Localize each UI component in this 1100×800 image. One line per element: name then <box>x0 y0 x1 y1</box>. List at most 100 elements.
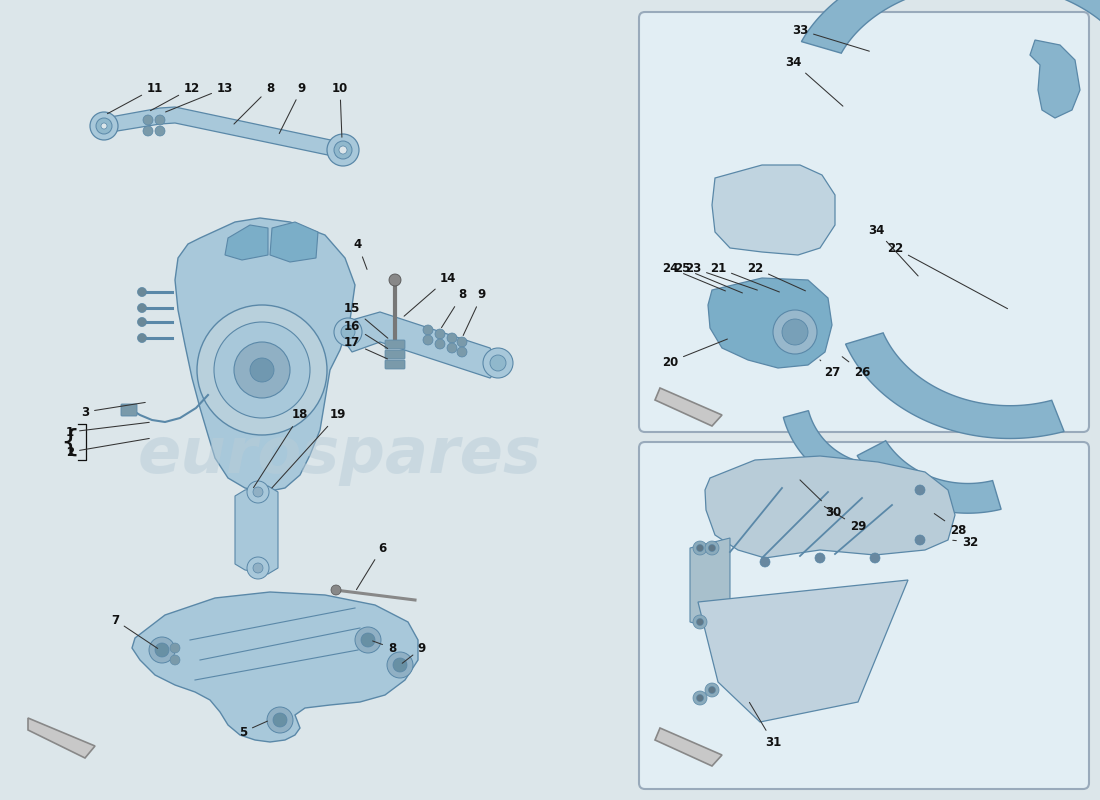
Circle shape <box>870 553 880 563</box>
Text: 30: 30 <box>800 480 842 518</box>
Text: 16: 16 <box>344 319 387 349</box>
Circle shape <box>234 342 290 398</box>
Text: 21: 21 <box>710 262 780 292</box>
Text: 9: 9 <box>463 289 486 335</box>
Text: 22: 22 <box>887 242 1008 309</box>
Text: 18: 18 <box>253 409 308 488</box>
Circle shape <box>389 274 402 286</box>
Circle shape <box>483 348 513 378</box>
Circle shape <box>170 655 180 665</box>
Circle shape <box>705 683 719 697</box>
Text: 22: 22 <box>747 262 805 291</box>
FancyBboxPatch shape <box>385 350 405 359</box>
Text: 12: 12 <box>151 82 200 110</box>
Polygon shape <box>270 222 318 262</box>
Circle shape <box>424 335 433 345</box>
Circle shape <box>90 112 118 140</box>
Circle shape <box>915 485 925 495</box>
Polygon shape <box>690 538 820 633</box>
Circle shape <box>248 481 270 503</box>
Text: 24: 24 <box>662 262 725 291</box>
Text: 23: 23 <box>685 262 758 290</box>
Text: 9: 9 <box>403 642 426 663</box>
Text: 9: 9 <box>279 82 306 134</box>
Circle shape <box>708 545 715 551</box>
Circle shape <box>815 553 825 563</box>
Text: {: { <box>60 427 79 457</box>
Text: 25: 25 <box>674 262 742 293</box>
Text: 15: 15 <box>344 302 388 338</box>
Circle shape <box>214 322 310 418</box>
Circle shape <box>424 325 433 335</box>
Circle shape <box>696 618 704 626</box>
Polygon shape <box>235 486 278 574</box>
Circle shape <box>138 318 146 326</box>
Circle shape <box>155 643 169 657</box>
Text: 20: 20 <box>662 339 727 369</box>
Text: 6: 6 <box>356 542 386 590</box>
Circle shape <box>253 563 263 573</box>
Text: 5: 5 <box>239 721 267 738</box>
Polygon shape <box>28 718 95 758</box>
Circle shape <box>155 115 165 125</box>
Circle shape <box>334 141 352 159</box>
Polygon shape <box>654 728 722 766</box>
Circle shape <box>331 585 341 595</box>
Circle shape <box>253 487 263 497</box>
Circle shape <box>447 343 456 353</box>
Text: 7: 7 <box>111 614 157 649</box>
Polygon shape <box>654 388 722 426</box>
Text: 28: 28 <box>934 514 966 537</box>
Circle shape <box>327 134 359 166</box>
Circle shape <box>138 287 146 297</box>
Circle shape <box>696 694 704 702</box>
Text: eurospares: eurospares <box>138 424 542 486</box>
Circle shape <box>101 123 107 129</box>
Circle shape <box>267 707 293 733</box>
Text: 32: 32 <box>953 535 978 549</box>
Polygon shape <box>708 278 832 368</box>
Text: 19: 19 <box>272 409 346 488</box>
Polygon shape <box>1030 40 1080 118</box>
Circle shape <box>197 305 327 435</box>
Text: 8: 8 <box>234 82 274 124</box>
Circle shape <box>138 303 146 313</box>
Polygon shape <box>705 456 955 558</box>
Text: 26: 26 <box>843 357 870 378</box>
Circle shape <box>334 318 362 346</box>
Text: 34: 34 <box>868 223 918 276</box>
Polygon shape <box>802 0 1100 53</box>
FancyBboxPatch shape <box>639 442 1089 789</box>
Circle shape <box>355 627 381 653</box>
FancyBboxPatch shape <box>639 12 1089 432</box>
Circle shape <box>361 633 375 647</box>
Circle shape <box>696 545 704 551</box>
Circle shape <box>148 637 175 663</box>
Polygon shape <box>104 107 342 158</box>
Circle shape <box>693 615 707 629</box>
Circle shape <box>490 355 506 371</box>
Circle shape <box>170 643 180 653</box>
Text: 34: 34 <box>784 55 843 106</box>
Polygon shape <box>226 225 268 260</box>
Polygon shape <box>175 218 355 492</box>
Circle shape <box>341 325 355 339</box>
FancyBboxPatch shape <box>385 340 405 349</box>
Text: 14: 14 <box>404 271 456 316</box>
Text: 2: 2 <box>66 438 150 458</box>
Circle shape <box>708 686 715 694</box>
FancyBboxPatch shape <box>385 360 405 369</box>
Circle shape <box>250 358 274 382</box>
Text: 11: 11 <box>108 82 163 114</box>
Text: 17: 17 <box>344 337 387 359</box>
Circle shape <box>138 334 146 342</box>
Polygon shape <box>712 165 835 255</box>
Circle shape <box>143 126 153 136</box>
Circle shape <box>456 347 468 357</box>
Text: 33: 33 <box>792 23 869 51</box>
Text: 8: 8 <box>373 641 396 654</box>
Text: 27: 27 <box>820 360 840 378</box>
Text: 29: 29 <box>824 506 866 534</box>
FancyBboxPatch shape <box>121 404 138 416</box>
Text: 13: 13 <box>166 82 233 112</box>
